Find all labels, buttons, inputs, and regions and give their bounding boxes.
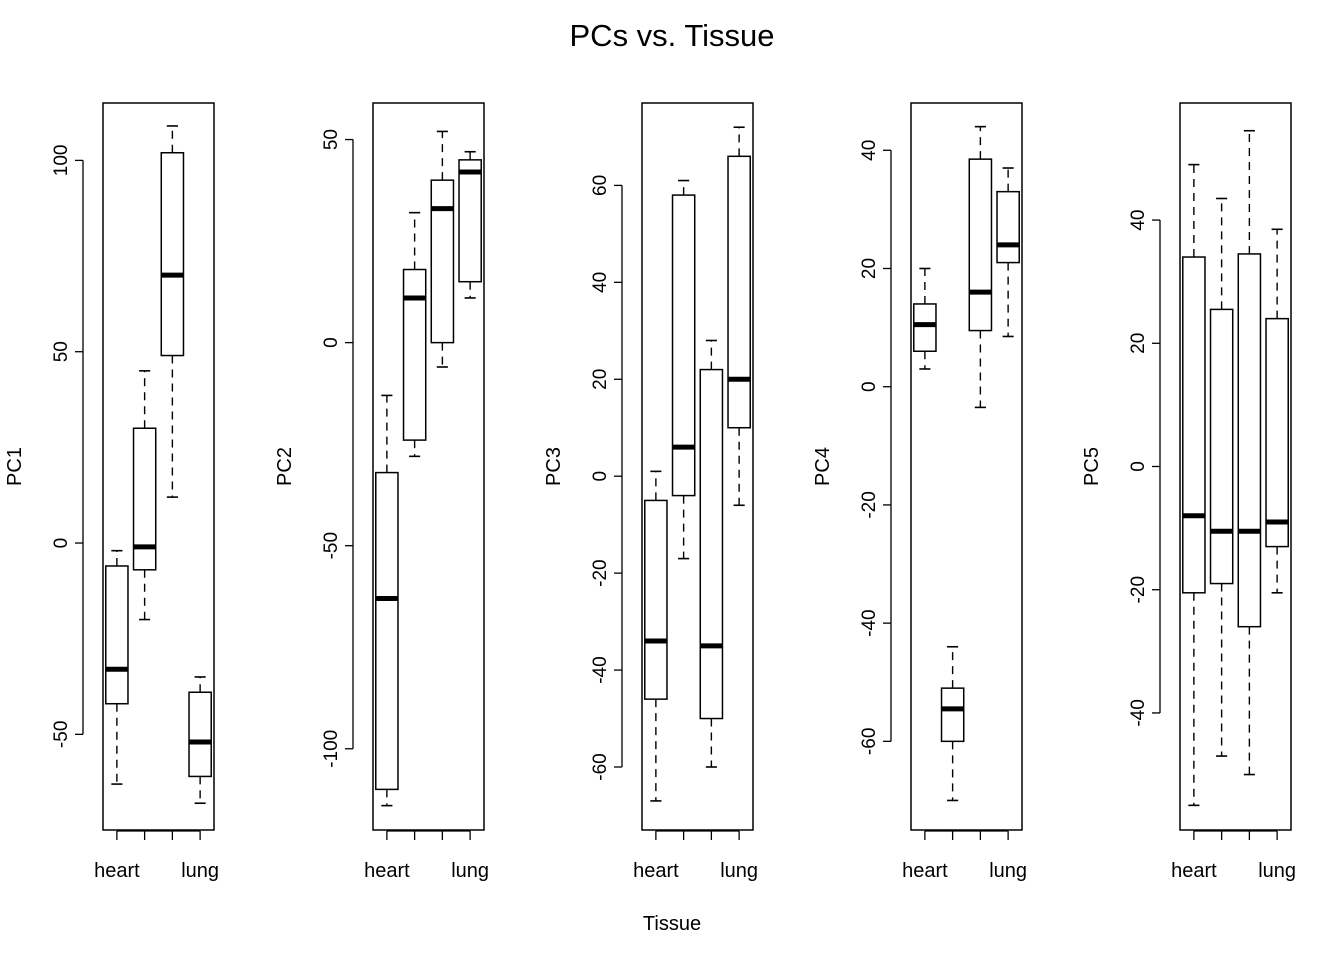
y-tick-label: 20 — [859, 258, 880, 279]
iqr-box — [402, 268, 427, 441]
box-1 — [644, 470, 668, 802]
iqr-box — [105, 565, 129, 705]
y-tick-label: -40 — [859, 609, 880, 636]
y-tick-label: 20 — [1128, 333, 1149, 354]
iqr-box — [1209, 308, 1234, 585]
iqr-box — [188, 691, 212, 778]
box-2 — [940, 645, 965, 802]
x-tick-label: heart — [902, 860, 948, 882]
y-axis-label: PC2 — [274, 447, 296, 486]
box-2 — [1209, 197, 1234, 757]
box-3 — [430, 130, 455, 368]
y-tick-label: 40 — [859, 140, 880, 161]
plot-frame — [372, 102, 485, 831]
iqr-box — [913, 303, 937, 352]
box-3 — [1237, 129, 1262, 776]
y-tick-label: 20 — [590, 369, 611, 390]
chart-title: PCs vs. Tissue — [570, 18, 775, 53]
y-axis-label: PC4 — [812, 447, 834, 486]
box-3 — [699, 339, 724, 768]
box-1 — [1182, 163, 1206, 807]
x-tick-label: lung — [1258, 860, 1296, 882]
x-axis-label: Tissue — [643, 913, 701, 935]
panel-4: -60 -40 -20 0 20 40 PC4 heart lung — [812, 102, 1027, 882]
plot-frame — [641, 102, 754, 831]
iqr-box — [375, 471, 399, 791]
box-2 — [402, 211, 427, 458]
x-tick-label: lung — [720, 860, 758, 882]
iqr-box — [699, 368, 724, 720]
x-tick-label: heart — [94, 860, 140, 882]
y-tick-label: -100 — [321, 730, 342, 768]
box-2 — [671, 179, 696, 560]
y-tick-label: 0 — [859, 381, 880, 392]
iqr-box — [968, 158, 993, 332]
x-tick-label: lung — [451, 860, 489, 882]
box-4 — [996, 167, 1020, 338]
y-tick-label: -40 — [590, 656, 611, 683]
y-tick-label: -50 — [321, 532, 342, 559]
box-2 — [132, 370, 157, 621]
x-tick-label: heart — [633, 860, 679, 882]
iqr-box — [430, 179, 455, 344]
iqr-box — [727, 155, 751, 429]
plot-frame — [1179, 102, 1292, 831]
x-tick-label: heart — [1171, 860, 1217, 882]
panel-5: -40 -20 0 20 40 PC5 heart lung — [1081, 102, 1296, 882]
plot-frame — [910, 102, 1023, 831]
y-tick-label: 0 — [321, 337, 342, 348]
y-tick-label: -20 — [859, 491, 880, 518]
iqr-box — [940, 687, 965, 743]
iqr-box — [644, 499, 668, 700]
y-tick-label: -20 — [590, 559, 611, 586]
y-tick-label: -60 — [859, 728, 880, 755]
y-tick-label: 0 — [590, 471, 611, 482]
y-tick-label: 40 — [1128, 209, 1149, 230]
iqr-box — [160, 151, 185, 357]
iqr-box — [996, 190, 1020, 264]
y-tick-label: -60 — [590, 753, 611, 780]
box-4 — [1265, 228, 1289, 594]
iqr-box — [132, 427, 157, 571]
y-tick-label: 50 — [321, 129, 342, 150]
panel-1: -50 0 50 100 PC1 heart lung — [4, 102, 219, 882]
box-1 — [375, 394, 399, 807]
y-tick-label: -40 — [1128, 699, 1149, 726]
x-tick-label: heart — [364, 860, 410, 882]
iqr-box — [458, 159, 482, 283]
box-3 — [160, 125, 185, 498]
y-axis-label: PC3 — [543, 447, 565, 486]
panel-3: -60 -40 -20 0 20 40 60 PC3 heart lung — [543, 102, 758, 882]
box-4 — [727, 126, 751, 507]
y-tick-label: -50 — [51, 721, 72, 748]
y-tick-label: 0 — [1128, 461, 1149, 472]
y-axis-label: PC1 — [4, 447, 26, 486]
plot-frame — [102, 102, 215, 831]
box-3 — [968, 125, 993, 409]
iqr-box — [1237, 253, 1262, 628]
y-tick-label: 100 — [51, 145, 72, 177]
box-4 — [188, 676, 212, 805]
y-axis-label: PC5 — [1081, 447, 1103, 486]
iqr-box — [1265, 317, 1289, 548]
x-tick-label: lung — [989, 860, 1027, 882]
y-tick-label: -20 — [1128, 576, 1149, 603]
y-tick-label: 50 — [51, 341, 72, 362]
x-tick-label: lung — [181, 860, 219, 882]
box-4 — [458, 150, 482, 299]
panel-2: -100 -50 0 50 PC2 heart lung — [274, 102, 489, 882]
iqr-box — [671, 194, 696, 497]
box-1 — [105, 549, 129, 785]
y-tick-label: 60 — [590, 175, 611, 196]
y-tick-label: 40 — [590, 272, 611, 293]
iqr-box — [1182, 256, 1206, 594]
y-tick-label: 0 — [51, 538, 72, 549]
box-1 — [913, 267, 937, 370]
